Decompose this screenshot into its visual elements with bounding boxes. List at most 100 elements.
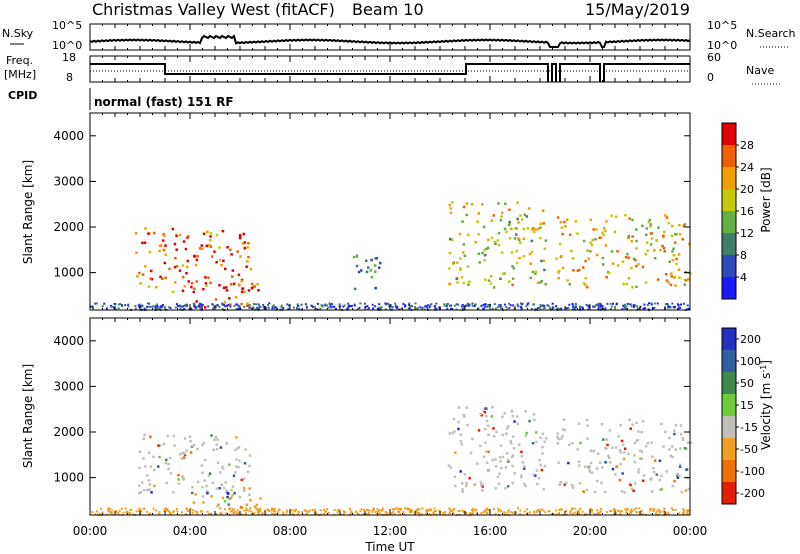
scatter-cell [211,481,215,484]
scatter-cell [247,255,250,259]
colorbar-tick-label: 8 [740,249,747,262]
scatter-cell [189,440,192,443]
near-range-cell [198,304,200,307]
near-range-cell [589,508,592,510]
near-range-cell [414,510,417,513]
scatter-cell [642,474,646,477]
near-range-cell [487,509,490,511]
scatter-cell [186,259,189,263]
scatter-cell [479,412,482,416]
near-range-cell [185,303,188,306]
scatter-cell [194,263,198,267]
near-range-cell [343,304,346,307]
scatter-cell [214,435,218,439]
colorbar-tick-label: 200 [740,333,761,346]
scatter-cell [500,251,504,254]
scatter-cell [557,461,560,465]
scatter-cell [190,285,193,289]
scatter-cell [537,477,541,480]
beam-label: Beam 10 [352,0,424,19]
scatter-cell [633,441,637,445]
scatter-cell [367,266,370,269]
scatter-cell [531,228,534,231]
scatter-cell [369,269,372,272]
near-range-cell [191,509,194,512]
scatter-cell [635,247,638,250]
near-range-cell [686,512,688,515]
scatter-cell [631,235,634,238]
scatter-cell [492,286,496,289]
scatter-cell [487,433,490,437]
near-range-cell [485,512,488,515]
near-range-cell [392,510,395,513]
near-range-cell [480,512,483,515]
scatter-cell [536,482,539,486]
near-range-cell [379,306,382,309]
scatter-cell [640,430,643,434]
scatter-cell [193,287,196,290]
near-range-cell [138,306,141,309]
near-range-cell [311,509,314,511]
near-range-cell [460,305,463,308]
colorbar-tick-label: 15 [740,399,754,412]
near-range-cell [253,511,256,514]
scatter-cell [608,271,611,275]
scatter-cell [231,485,235,488]
near-range-cell [509,304,512,307]
scatter-cell [543,247,546,250]
near-range-cell [597,308,600,310]
scatter-cell [218,284,221,287]
scatter-cell [628,217,631,220]
near-range-cell [558,508,561,511]
scatter-cell [207,474,211,477]
scatter-cell [672,247,675,250]
scatter-cell [590,471,594,474]
near-range-cell [327,306,330,309]
near-range-cell [195,306,197,309]
scatter-cell [210,495,213,498]
near-range-cell [581,307,584,310]
scatter-cell [605,220,608,223]
scatter-cell [678,465,682,468]
near-range-cell [414,302,417,305]
near-range-cell [555,307,558,310]
scatter-cell [454,451,457,454]
scatter-cell [671,224,674,228]
scatter-cell [539,281,542,284]
scatter-cell [621,260,625,263]
scatter-cell [645,227,649,230]
scatter-cell [513,420,516,423]
freq-unit: [MHz] [4,68,36,81]
scatter-cell [205,484,208,488]
scatter-cell [566,279,569,282]
scatter-cell [236,250,239,253]
scatter-cell [195,300,198,303]
near-range-cell [347,306,350,309]
scatter-cell [466,265,470,268]
scatter-cell [195,280,198,283]
scatter-cell [562,418,566,421]
colorbar-tick-label: 20 [740,183,754,196]
scatter-cell [158,244,162,248]
near-range-cell [248,509,251,512]
scatter-cell [688,242,691,246]
scatter-cell [227,492,230,495]
scatter-cell [513,237,517,240]
scatter-cell [242,489,246,492]
near-range-cell [572,306,575,309]
scatter-cell [247,289,251,292]
near-range-cell [635,507,638,510]
colorbar-tick-label: -50 [740,443,758,456]
scatter-cell [535,440,538,444]
near-range-cell [320,304,323,307]
scatter-cell [217,503,220,506]
scatter-cell [618,478,622,482]
nsky-label: N.Sky [2,27,34,40]
near-range-cell [257,303,260,306]
scatter-cell [453,475,457,478]
scatter-cell [651,490,654,493]
scatter-cell [665,216,669,219]
scatter-cell [616,250,619,253]
scatter-cell [248,487,251,490]
scatter-cell [201,471,204,474]
